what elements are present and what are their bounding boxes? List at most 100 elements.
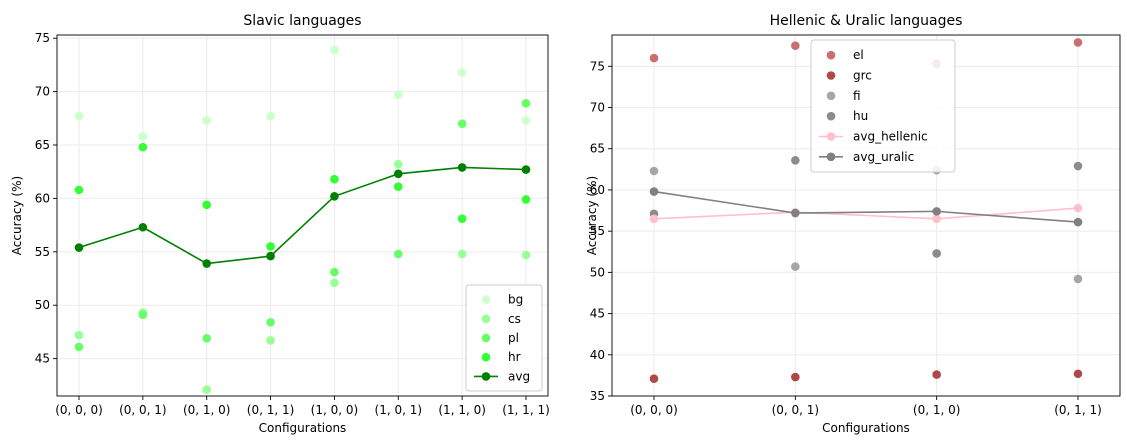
x-tick-label: (0, 0, 1) xyxy=(119,403,167,417)
data-point-avg_hellenic xyxy=(1073,203,1083,213)
legend-label-avg_uralic: avg_uralic xyxy=(853,150,914,164)
data-point-bg xyxy=(74,111,84,121)
legend-marker-grc xyxy=(826,71,836,80)
data-point-pl xyxy=(138,310,148,320)
x-tick-label: (0, 0, 0) xyxy=(55,403,103,417)
y-tick-label: 65 xyxy=(590,142,605,156)
chart-title: Slavic languages xyxy=(243,13,361,29)
y-tick-label: 60 xyxy=(35,191,50,205)
data-point-cs xyxy=(202,385,212,394)
legend-marker-el xyxy=(826,50,836,60)
legend-box xyxy=(810,39,956,173)
data-point-cs xyxy=(266,336,275,345)
legend-label-grc: grc xyxy=(853,69,872,83)
x-tick-label: (0, 1, 1) xyxy=(247,403,295,417)
data-point-avg xyxy=(266,251,275,261)
legend-marker-avg_hellenic xyxy=(826,132,836,141)
data-point-pl xyxy=(330,267,339,277)
data-point-hu xyxy=(791,155,800,165)
y-tick-label: 75 xyxy=(590,59,605,73)
y-tick-label: 55 xyxy=(35,245,50,259)
data-point-avg xyxy=(457,163,467,172)
data-point-cs xyxy=(330,278,339,288)
data-point-grc xyxy=(1073,369,1083,379)
legend-label-fi: fi xyxy=(853,89,861,103)
data-point-hu xyxy=(1073,161,1083,171)
x-tick-label: (1, 0, 0) xyxy=(311,403,359,417)
legend-label-pl: pl xyxy=(508,331,519,345)
legend-label-avg_hellenic: avg_hellenic xyxy=(853,130,928,144)
legend-label-bg: bg xyxy=(508,293,523,307)
legend-marker-hr xyxy=(481,352,491,362)
legend-marker-avg xyxy=(481,372,491,381)
y-tick-label: 45 xyxy=(590,307,605,321)
data-point-avg xyxy=(138,222,148,232)
y-tick-label: 50 xyxy=(590,265,605,279)
data-point-pl xyxy=(393,249,403,259)
x-tick-label: (0, 1, 1) xyxy=(1054,403,1102,417)
y-tick-label: 50 xyxy=(35,298,50,312)
data-point-avg_uralic xyxy=(1073,217,1083,227)
y-axis-label: Accuracy (%) xyxy=(10,176,24,255)
series-line-avg xyxy=(78,166,527,265)
y-tick-label: 65 xyxy=(35,138,50,152)
series-line-avg_uralic xyxy=(653,190,1079,223)
data-point-hr xyxy=(202,200,212,210)
series-avg_hellenic xyxy=(649,203,1083,224)
data-point-avg_uralic xyxy=(791,208,800,218)
y-tick-label: 45 xyxy=(35,352,50,366)
x-tick-label: (1, 1, 0) xyxy=(438,403,486,417)
legend-label-hu: hu xyxy=(853,109,868,123)
data-point-bg xyxy=(457,68,467,77)
data-point-cs xyxy=(457,249,467,259)
data-point-grc xyxy=(791,372,800,382)
series-hr xyxy=(74,142,531,251)
data-point-avg xyxy=(74,243,84,252)
data-point-avg xyxy=(393,169,403,179)
data-point-pl xyxy=(457,119,467,128)
y-axis-label: Accuracy (%) xyxy=(585,176,599,255)
series-line-avg_hellenic xyxy=(653,207,1079,220)
data-point-grc xyxy=(932,370,941,379)
legend-marker-avg_uralic xyxy=(826,152,836,162)
y-tick-label: 35 xyxy=(590,389,605,403)
data-point-bg xyxy=(138,132,148,141)
data-point-pl xyxy=(74,342,84,352)
data-point-fi xyxy=(791,262,800,271)
x-tick-label: (0, 0, 1) xyxy=(772,403,820,417)
data-point-bg xyxy=(202,116,212,125)
data-point-el xyxy=(791,41,800,51)
y-tick-label: 70 xyxy=(35,85,50,99)
legend-label-cs: cs xyxy=(508,312,521,326)
data-point-avg_hellenic xyxy=(649,214,659,224)
series-avg_uralic xyxy=(649,187,1083,227)
data-point-el xyxy=(1073,38,1083,47)
data-point-bg xyxy=(393,90,403,100)
legend-marker-bg xyxy=(481,295,491,304)
legend-label-hr: hr xyxy=(508,350,521,364)
data-point-avg_uralic xyxy=(649,187,659,196)
data-point-pl xyxy=(266,318,275,327)
data-point-fi xyxy=(1073,274,1083,284)
data-point-cs xyxy=(74,330,84,340)
y-tick-label: 40 xyxy=(590,348,605,362)
data-point-hr xyxy=(266,242,275,251)
data-point-avg_hellenic xyxy=(932,214,941,224)
legend-marker-fi xyxy=(826,91,836,101)
legend-label-el: el xyxy=(853,48,864,62)
x-tick-label: (0, 0, 0) xyxy=(630,403,678,417)
plot-frame xyxy=(56,34,549,397)
data-point-cs xyxy=(393,159,403,169)
x-tick-label: (0, 1, 0) xyxy=(183,403,231,417)
series-grc xyxy=(649,369,1083,383)
data-point-pl xyxy=(521,99,531,108)
data-point-cs xyxy=(521,250,531,260)
series-avg xyxy=(74,163,531,268)
data-point-hr xyxy=(393,182,403,191)
data-point-avg xyxy=(521,165,531,174)
y-tick-label: 60 xyxy=(590,183,605,197)
data-point-el xyxy=(649,53,659,63)
data-point-avg xyxy=(202,259,212,268)
data-point-hu xyxy=(932,249,941,258)
y-tick-label: 75 xyxy=(35,31,50,45)
